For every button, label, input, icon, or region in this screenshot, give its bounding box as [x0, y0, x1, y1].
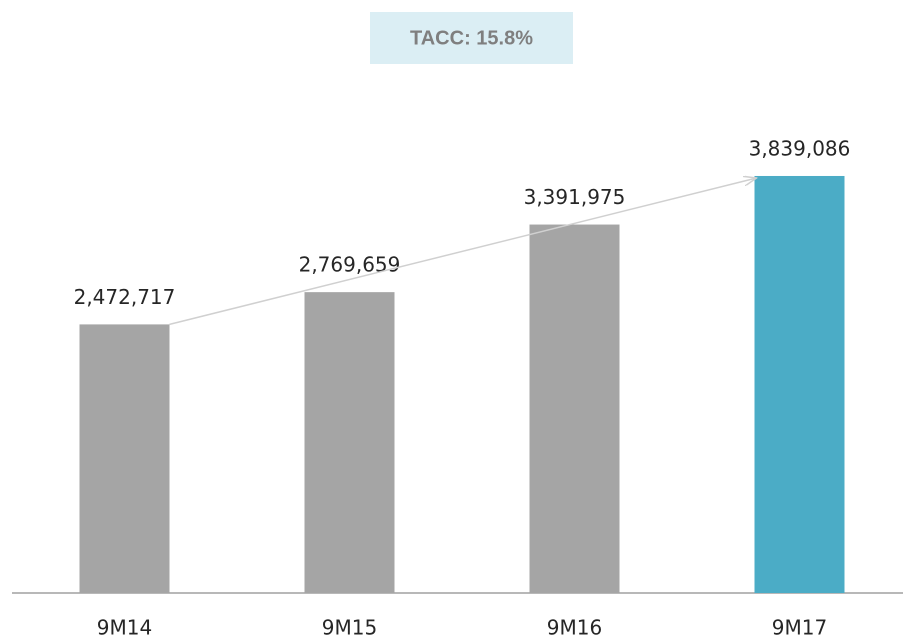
value-label: 2,769,659	[299, 253, 401, 277]
x-tick-label: 9M14	[97, 616, 152, 639]
bar	[754, 175, 845, 593]
trend-arrow	[169, 178, 757, 326]
annotation: TACC: 15.8%	[410, 27, 533, 49]
value-label: 3,391,975	[524, 185, 626, 209]
bar	[79, 324, 170, 593]
bar	[529, 224, 620, 593]
x-tick-label: 9M17	[772, 616, 827, 639]
bar	[304, 292, 395, 593]
value-label: 3,839,086	[749, 136, 851, 160]
annotation-box	[370, 12, 573, 64]
x-tick-label: 9M15	[322, 616, 377, 639]
value-label: 2,472,717	[74, 285, 176, 309]
x-tick-label: 9M16	[547, 616, 602, 639]
